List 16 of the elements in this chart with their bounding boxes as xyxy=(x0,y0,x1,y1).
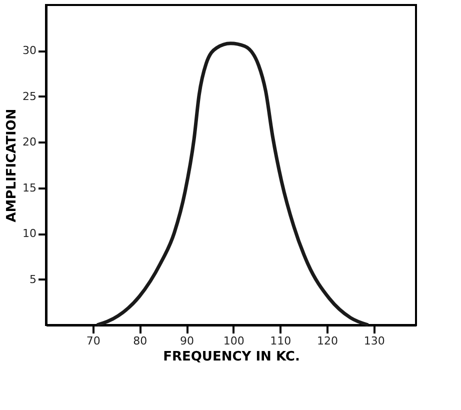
y-axis-title: AMPLIFICATION xyxy=(4,108,20,222)
line-series xyxy=(95,42,370,327)
y-tick-label: 20 xyxy=(22,136,36,149)
y-tick-label: 15 xyxy=(22,181,36,194)
y-tick-label: 5 xyxy=(30,272,36,286)
x-axis-title: FREQUENCY IN KC. xyxy=(163,350,300,364)
x-tick-label: 70 xyxy=(86,334,100,348)
y-tick-label: 25 xyxy=(22,90,36,103)
x-tick-label: 100 xyxy=(223,334,244,348)
x-tick-label: 90 xyxy=(180,334,194,348)
x-tick-label: 120 xyxy=(317,334,338,348)
x-tick-label: 80 xyxy=(133,334,148,348)
x-tick-label: 130 xyxy=(364,334,385,348)
y-tick-label: 30 xyxy=(22,44,36,58)
y-tick-label: 10 xyxy=(22,227,36,240)
x-tick-label: 110 xyxy=(270,334,292,348)
